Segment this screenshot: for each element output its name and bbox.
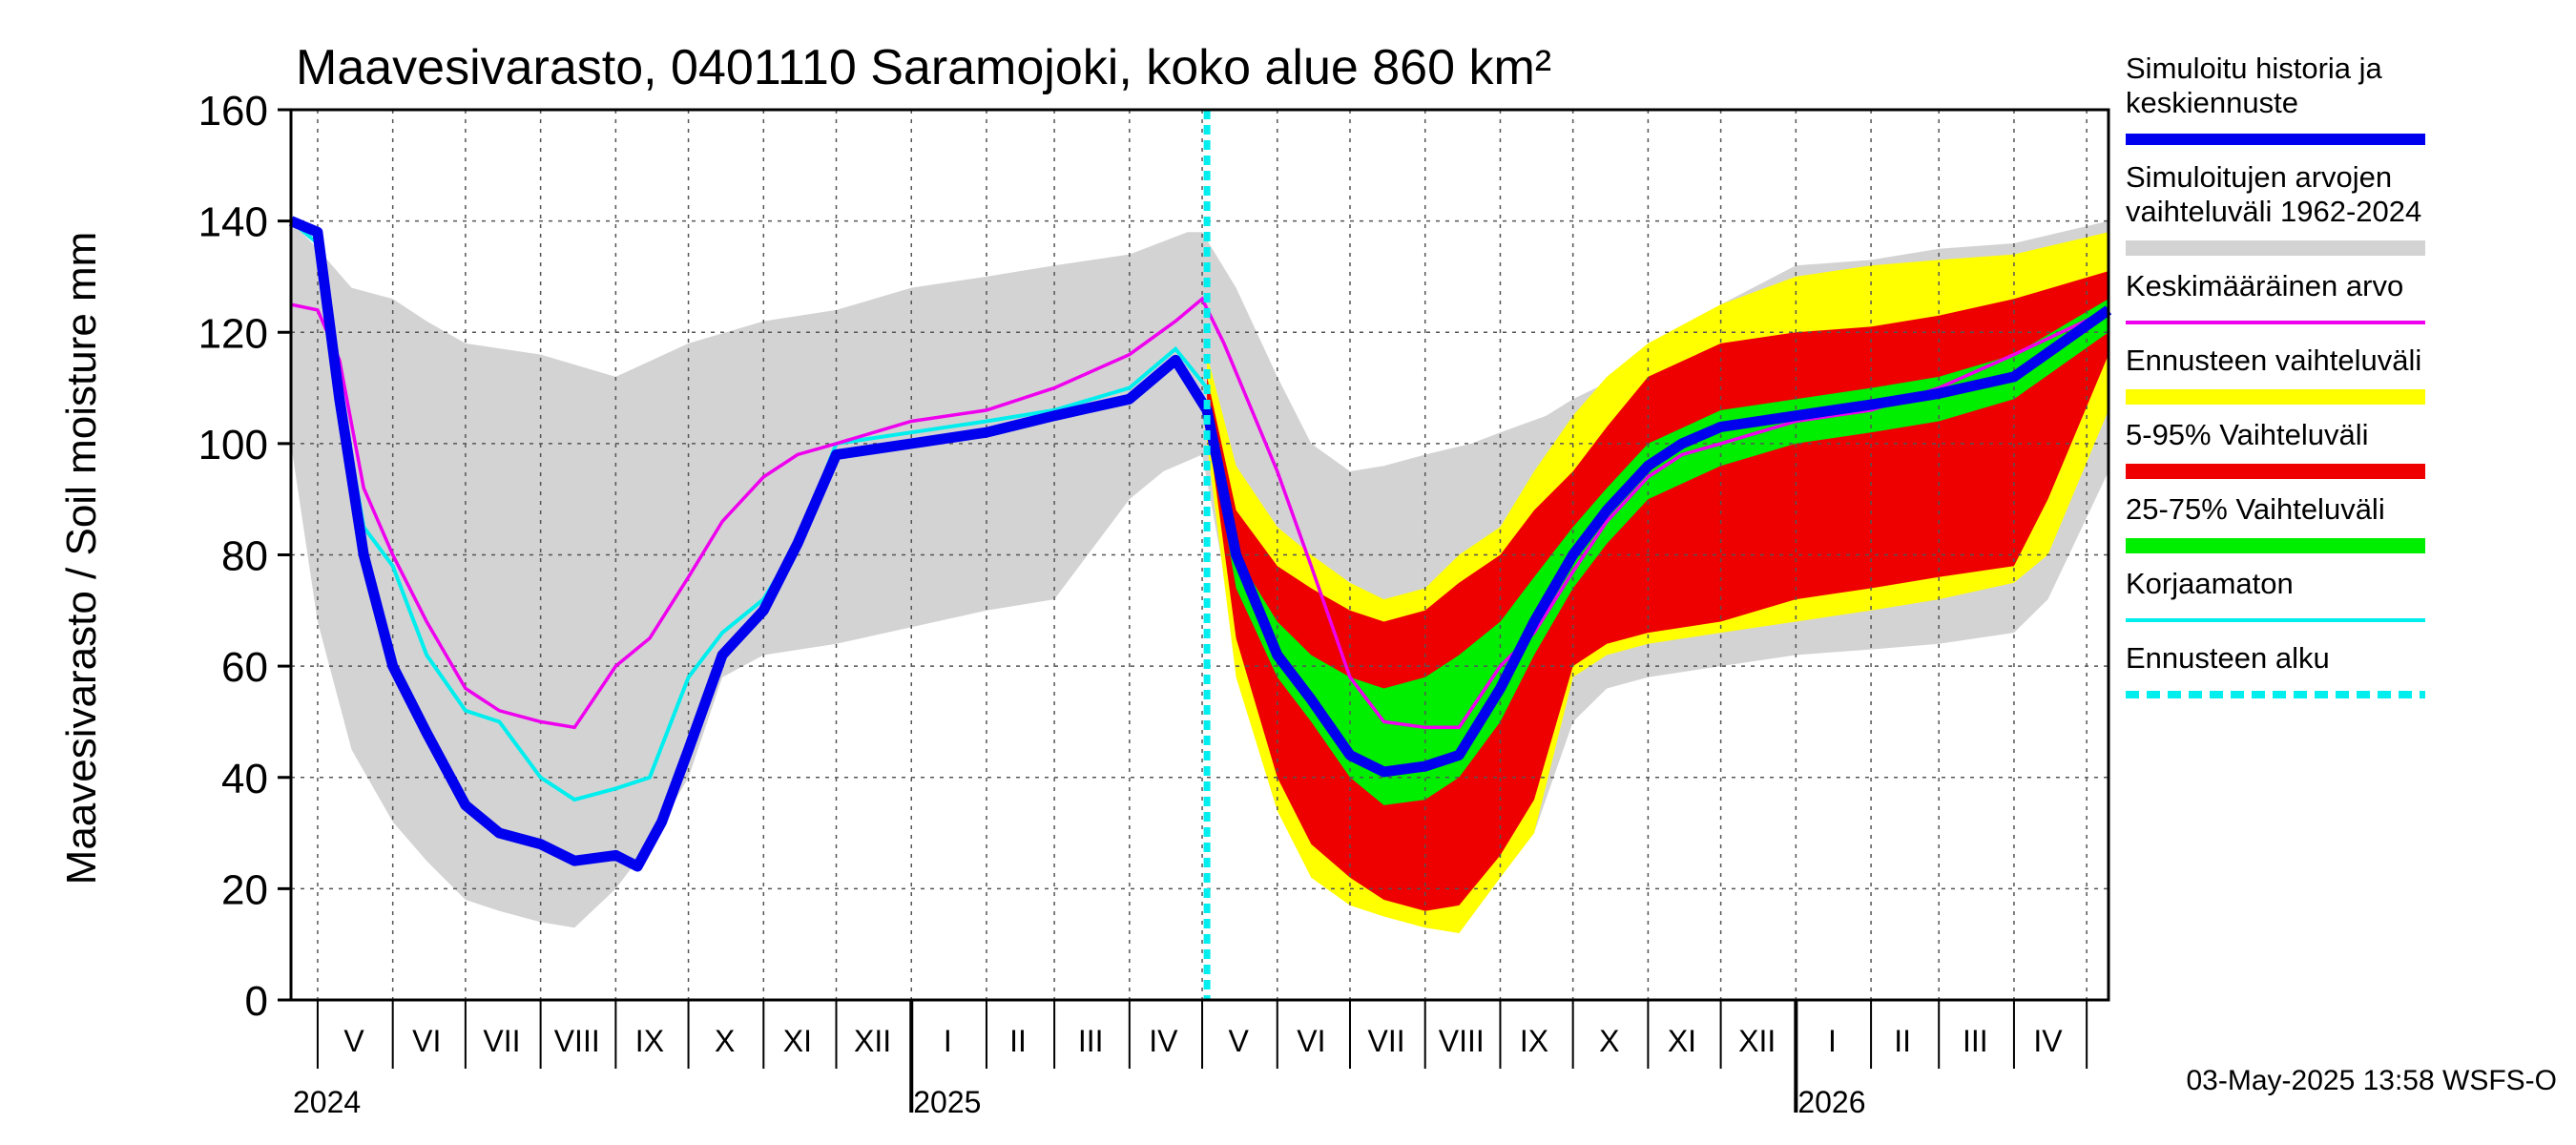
y-tick-label: 60 bbox=[221, 644, 268, 691]
legend-label: Ennusteen alku bbox=[2126, 641, 2330, 675]
legend-label: keskiennuste bbox=[2126, 86, 2298, 119]
month-label: XII bbox=[1738, 1024, 1776, 1058]
month-label: X bbox=[1599, 1024, 1619, 1058]
month-label: VIII bbox=[1439, 1024, 1485, 1058]
legend-label: 25-75% Vaihteluväli bbox=[2126, 492, 2385, 526]
legend-swatch bbox=[2126, 538, 2425, 553]
y-tick-label: 80 bbox=[221, 533, 268, 580]
y-tick-label: 40 bbox=[221, 756, 268, 802]
legend-swatch bbox=[2126, 389, 2425, 405]
legend-label: Keskimääräinen arvo bbox=[2126, 269, 2403, 302]
month-label: I bbox=[944, 1024, 952, 1058]
year-label: 2024 bbox=[293, 1085, 361, 1119]
chart-title: Maavesivarasto, 0401110 Saramojoki, koko… bbox=[296, 40, 1551, 95]
month-label: III bbox=[1078, 1024, 1104, 1058]
y-tick-label: 100 bbox=[198, 422, 268, 468]
month-label: II bbox=[1009, 1024, 1027, 1058]
month-label: III bbox=[1963, 1024, 1988, 1058]
year-label: 2025 bbox=[913, 1085, 981, 1119]
month-label: VI bbox=[412, 1024, 441, 1058]
month-label: V bbox=[343, 1024, 364, 1058]
y-tick-label: 20 bbox=[221, 866, 268, 913]
month-label: I bbox=[1828, 1024, 1837, 1058]
legend-swatch bbox=[2126, 240, 2425, 256]
month-label: II bbox=[1894, 1024, 1911, 1058]
simulated-line bbox=[288, 216, 2112, 872]
legend-swatch bbox=[2126, 464, 2425, 479]
uncorrected-line bbox=[289, 219, 1209, 802]
y-tick-label: 120 bbox=[198, 310, 268, 357]
p25-75-range-band bbox=[1207, 299, 2109, 805]
month-label: VIII bbox=[554, 1024, 600, 1058]
y-axis-label: Maavesivarasto / Soil moisture mm bbox=[58, 232, 105, 885]
month-label: V bbox=[1228, 1024, 1249, 1058]
y-tick-label: 0 bbox=[245, 978, 268, 1025]
month-label: XII bbox=[854, 1024, 891, 1058]
month-label: IX bbox=[1520, 1024, 1548, 1058]
footer-timestamp: 03-May-2025 13:58 WSFS-O bbox=[2187, 1065, 2558, 1096]
month-label: IX bbox=[635, 1024, 664, 1058]
month-label: VII bbox=[483, 1024, 520, 1058]
average-line bbox=[290, 296, 2109, 730]
month-label: XI bbox=[783, 1024, 812, 1058]
legend-label: Simuloitu historia ja bbox=[2126, 52, 2383, 85]
year-label: 2026 bbox=[1797, 1085, 1865, 1119]
month-label: IV bbox=[1149, 1024, 1178, 1058]
legend-label: 5-95% Vaihteluväli bbox=[2126, 418, 2368, 451]
month-label: IV bbox=[2033, 1024, 2063, 1058]
month-label: XI bbox=[1668, 1024, 1696, 1058]
month-label: VII bbox=[1368, 1024, 1405, 1058]
series-lines bbox=[288, 110, 2112, 1000]
month-label: X bbox=[715, 1024, 735, 1058]
legend-label: vaihteluväli 1962-2024 bbox=[2126, 195, 2421, 228]
y-tick-label: 160 bbox=[198, 88, 268, 135]
y-tick-label: 140 bbox=[198, 199, 268, 246]
legend-label: Simuloitujen arvojen bbox=[2126, 160, 2392, 194]
month-label: VI bbox=[1297, 1024, 1325, 1058]
legend-label: Korjaamaton bbox=[2126, 567, 2294, 600]
legend-label: Ennusteen vaihteluväli bbox=[2126, 344, 2421, 377]
